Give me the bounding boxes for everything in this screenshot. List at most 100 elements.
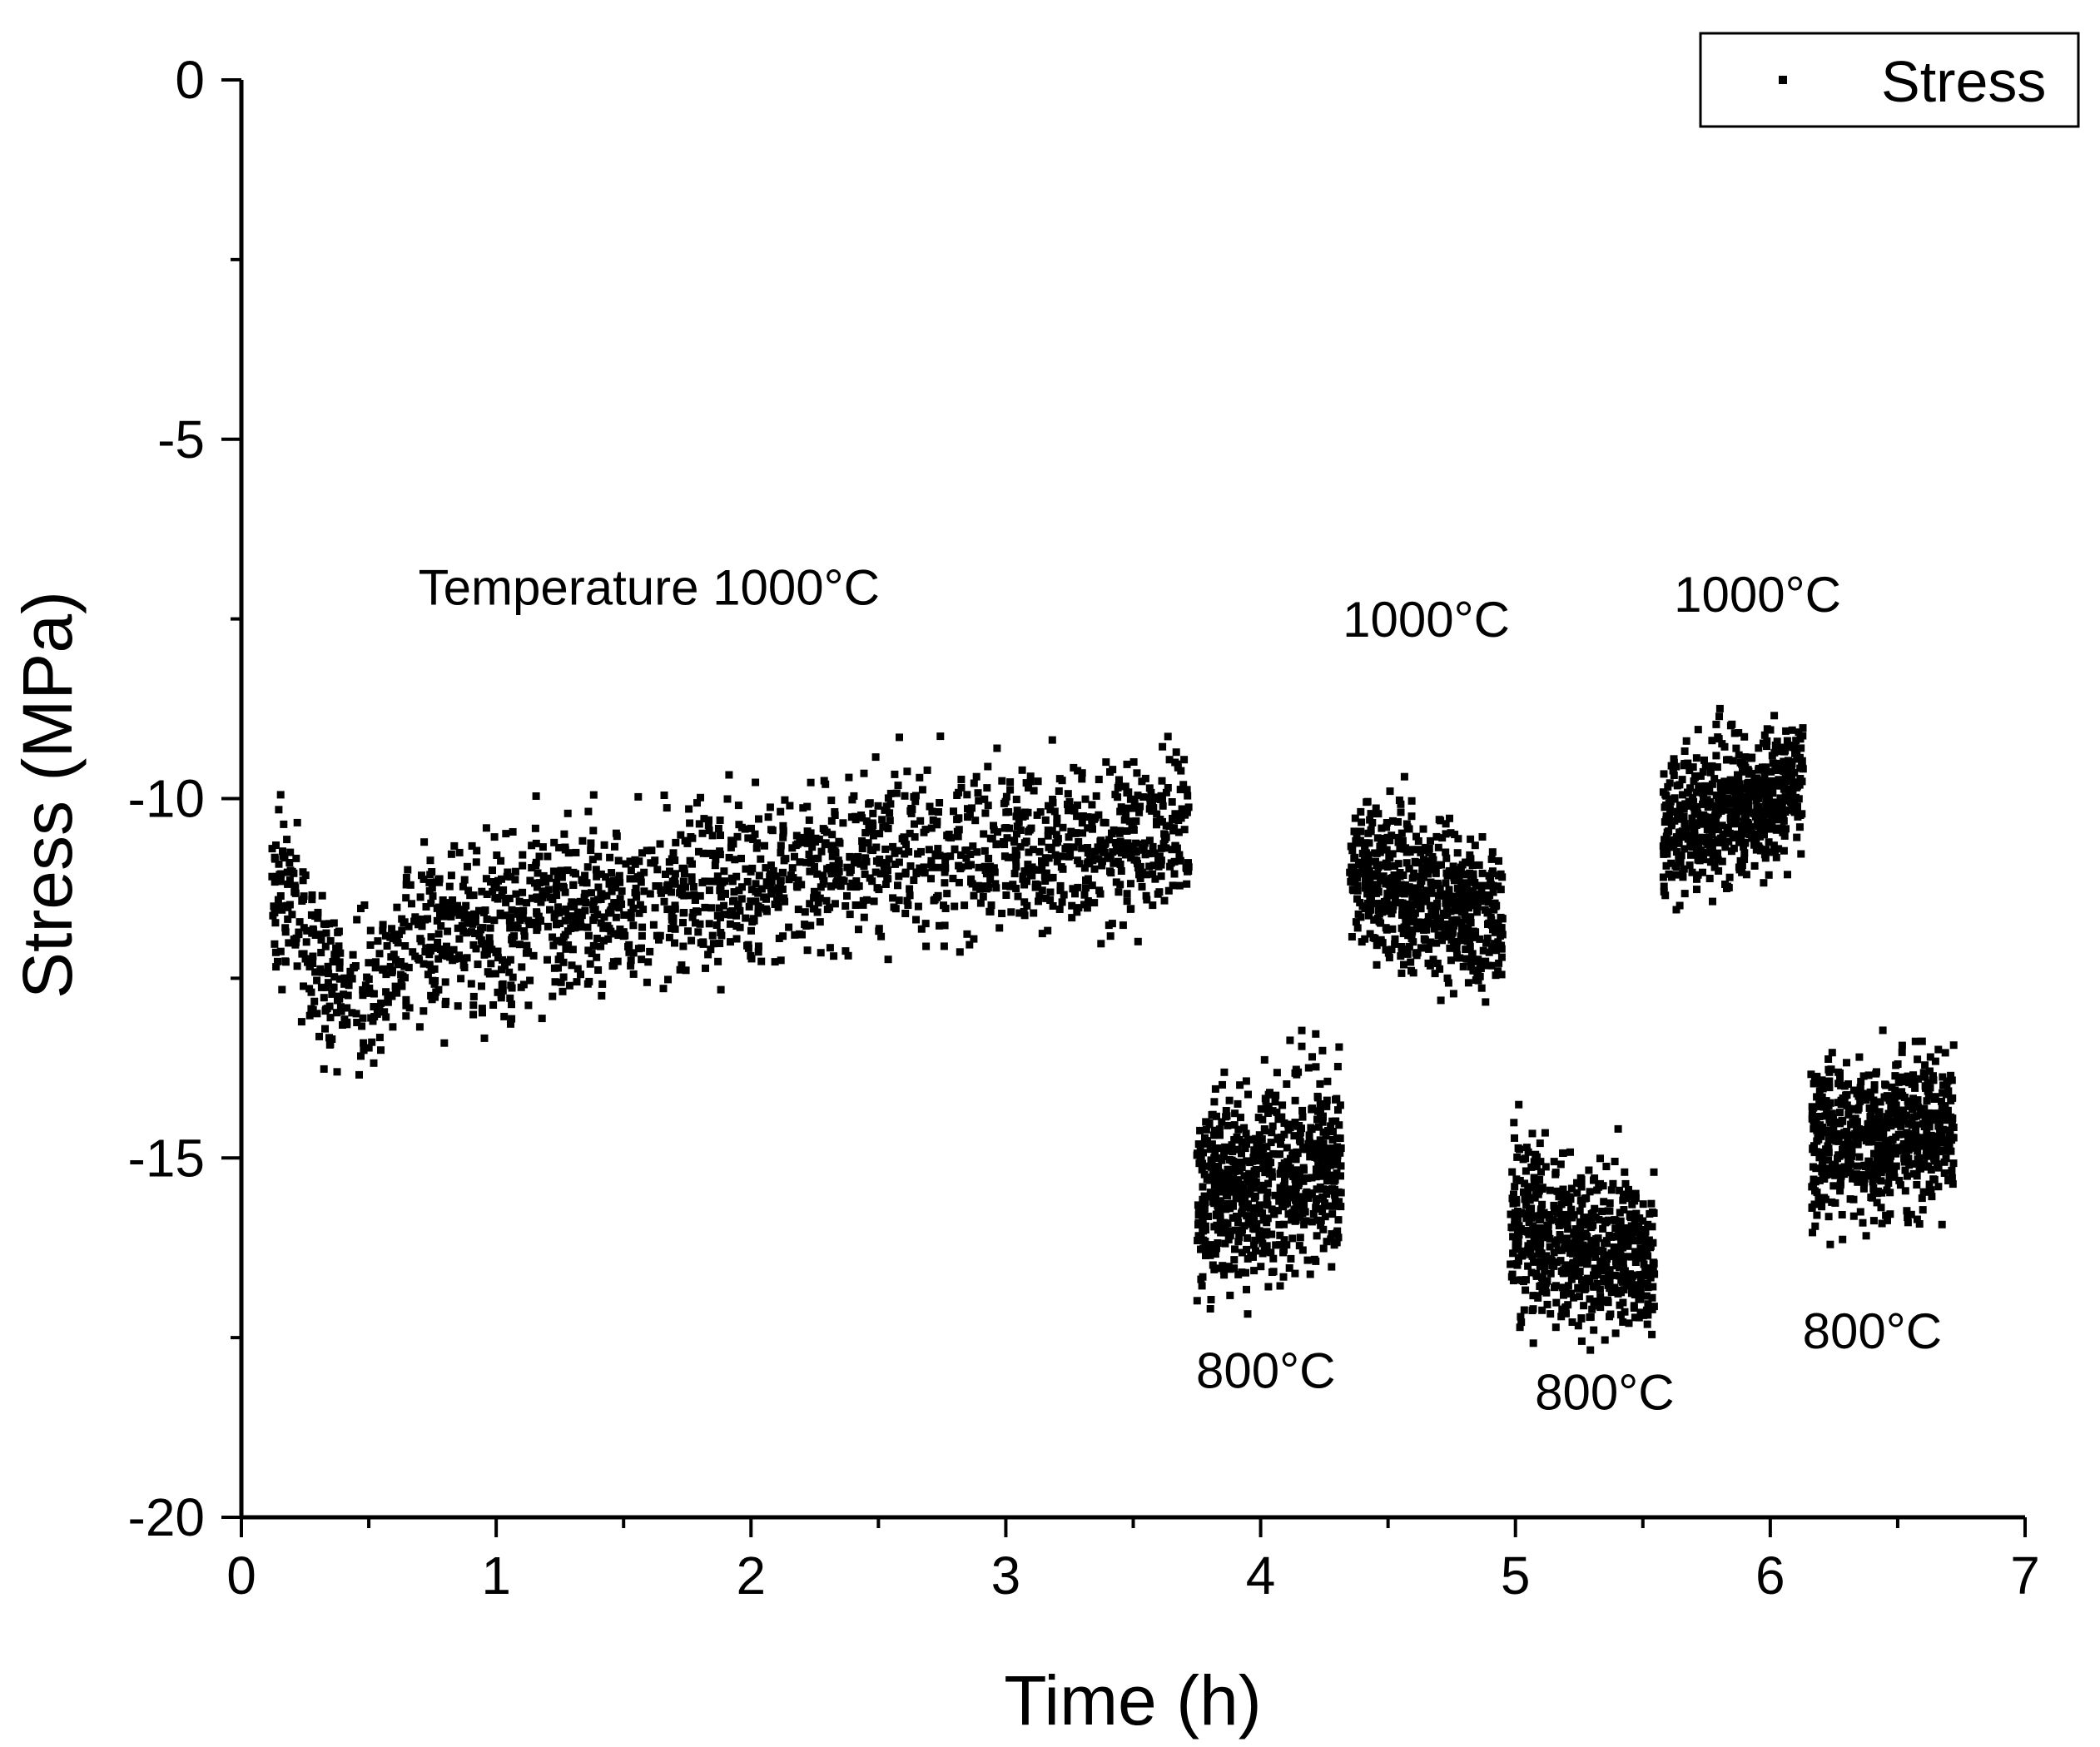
stress-data-point (533, 926, 541, 935)
stress-data-point (1249, 1212, 1258, 1220)
stress-data-point (1616, 1186, 1624, 1194)
stress-data-point (1643, 1320, 1651, 1328)
stress-data-point (720, 911, 728, 919)
stress-data-point (1082, 884, 1090, 892)
stress-data-point (1128, 824, 1136, 832)
stress-data-point (1659, 873, 1667, 881)
stress-data-point (1437, 861, 1445, 869)
stress-data-point (1023, 901, 1031, 910)
stress-data-point (1650, 1168, 1658, 1176)
stress-data-point (1457, 903, 1465, 911)
stress-data-point (549, 867, 558, 876)
stress-data-point (720, 867, 728, 876)
stress-data-point (1599, 1182, 1607, 1190)
stress-data-point (1462, 955, 1471, 963)
stress-data-point (572, 848, 580, 856)
stress-data-point (886, 789, 895, 797)
stress-data-point (1092, 792, 1100, 800)
stress-data-point (1007, 908, 1015, 916)
stress-data-point (1778, 802, 1786, 810)
stress-data-point (1199, 1213, 1207, 1222)
stress-data-point (1611, 1217, 1620, 1225)
stress-data-point (831, 900, 839, 908)
stress-data-point (604, 935, 613, 943)
stress-data-point (736, 906, 744, 915)
stress-data-point (1469, 870, 1477, 878)
stress-data-point (846, 911, 854, 919)
stress-data-point (534, 912, 543, 921)
stress-data-point (921, 920, 930, 928)
stress-data-point (1631, 1313, 1639, 1322)
stress-data-point (1220, 1228, 1229, 1237)
stress-data-point (854, 852, 862, 861)
stress-data-point (1169, 816, 1177, 824)
stress-data-point (273, 872, 281, 881)
stress-data-point (1421, 843, 1429, 851)
stress-data-point (1793, 747, 1801, 755)
stress-data-point (1199, 1227, 1207, 1235)
stress-data-point (1919, 1069, 1928, 1077)
stress-data-point (1442, 904, 1451, 912)
stress-data-point (1870, 1102, 1879, 1110)
stress-data-point (1357, 870, 1364, 878)
stress-data-point (1350, 854, 1358, 862)
stress-data-point (918, 786, 926, 794)
stress-data-point (430, 965, 439, 973)
stress-data-point (1129, 804, 1138, 812)
stress-data-point (299, 876, 307, 885)
stress-data-point (1293, 1070, 1301, 1079)
stress-data-point (826, 944, 834, 952)
stress-data-point (1438, 834, 1447, 842)
stress-data-point (1590, 1282, 1597, 1290)
stress-data-point (1690, 777, 1698, 786)
stress-data-point (325, 970, 333, 978)
stress-data-point (1013, 806, 1021, 815)
stress-data-point (1740, 766, 1748, 774)
stress-data-point (1708, 762, 1716, 770)
stress-data-point (1566, 1248, 1574, 1257)
stress-data-point (1328, 1135, 1337, 1144)
stress-data-point (1236, 1159, 1244, 1166)
stress-data-point (603, 891, 611, 900)
stress-data-point (1834, 1068, 1843, 1076)
stress-data-point (588, 950, 596, 958)
stress-data-point (1826, 1240, 1834, 1248)
stress-data-point (627, 956, 635, 965)
stress-data-point (898, 835, 906, 843)
stress-data-point (600, 841, 608, 849)
stress-data-point (1334, 1233, 1343, 1242)
stress-data-point (1219, 1262, 1227, 1270)
stress-data-point (467, 980, 475, 988)
stress-data-point (1268, 1129, 1276, 1137)
stress-data-point (581, 890, 589, 898)
stress-data-point (1275, 1220, 1283, 1228)
stress-data-point (760, 893, 768, 901)
stress-data-point (1333, 1063, 1342, 1070)
stress-data-point (450, 955, 459, 963)
stress-data-point (377, 1046, 385, 1055)
stress-data-point (1303, 1190, 1312, 1199)
stress-data-point (767, 876, 776, 885)
stress-data-point (1099, 857, 1106, 866)
stress-data-point (714, 957, 722, 965)
stress-data-point (716, 886, 724, 895)
stress-data-point (278, 906, 286, 914)
stress-data-point (383, 942, 391, 950)
stress-data-point (1080, 864, 1089, 872)
stress-data-point (1904, 1218, 1912, 1227)
stress-data-point (271, 853, 279, 861)
stress-data-point (1368, 892, 1375, 901)
stress-data-point (1671, 871, 1680, 879)
stress-data-point (709, 940, 717, 948)
stress-data-point (1466, 851, 1474, 859)
stress-data-point (374, 937, 382, 945)
stress-data-point (1487, 921, 1496, 929)
stress-data-point (1627, 1222, 1636, 1230)
stress-data-point (1602, 1260, 1611, 1268)
stress-data-point (1938, 1097, 1945, 1105)
stress-data-point (473, 846, 481, 855)
stress-data-point (934, 845, 942, 853)
stress-data-point (1016, 842, 1025, 851)
stress-data-point (1421, 897, 1429, 906)
stress-data-point (1913, 1215, 1921, 1223)
